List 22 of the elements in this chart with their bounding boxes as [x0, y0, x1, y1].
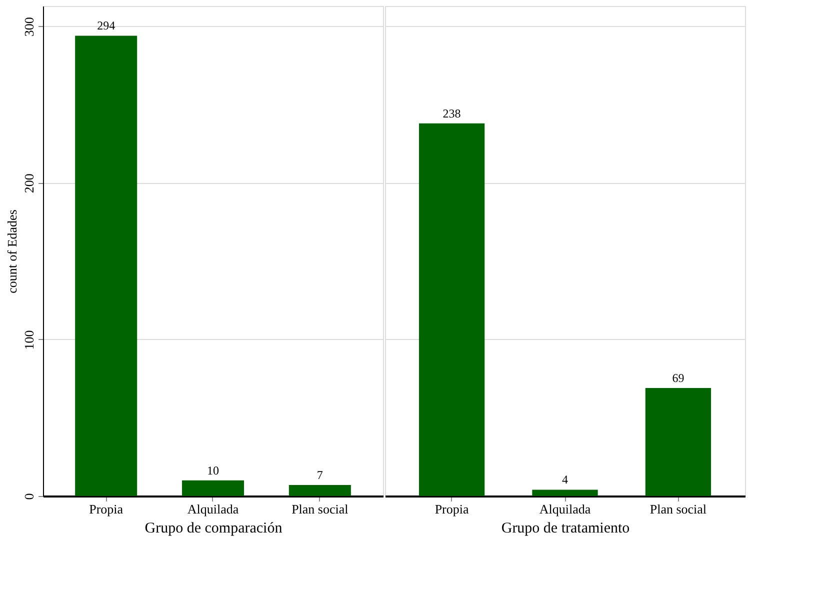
x-tick-label: Plan social [292, 502, 349, 516]
y-tick-label: 100 [22, 330, 36, 350]
x-tick-label: Plan social [650, 502, 707, 516]
bar [182, 480, 244, 496]
x-axis-title: Grupo de tratamiento [501, 520, 630, 536]
x-tick-label: Alquilada [539, 502, 591, 516]
y-tick-label: 200 [22, 174, 36, 194]
data-label: 238 [442, 106, 461, 120]
data-label: 294 [97, 18, 116, 33]
data-label: 4 [562, 472, 568, 487]
data-label: 7 [316, 468, 323, 482]
x-tick-label: Propia [89, 502, 124, 516]
data-label: 10 [207, 463, 219, 478]
bar [75, 36, 138, 496]
x-tick-label: Alquilada [187, 502, 239, 516]
y-axis-title: count of Edades [4, 210, 20, 294]
data-label: 69 [672, 370, 684, 385]
x-tick-label: Propia [434, 502, 469, 516]
x-axis-title: Grupo de comparación [144, 520, 283, 536]
bar [288, 485, 351, 496]
y-tick-label: 300 [22, 17, 36, 37]
y-tick-label: 0 [22, 493, 36, 500]
